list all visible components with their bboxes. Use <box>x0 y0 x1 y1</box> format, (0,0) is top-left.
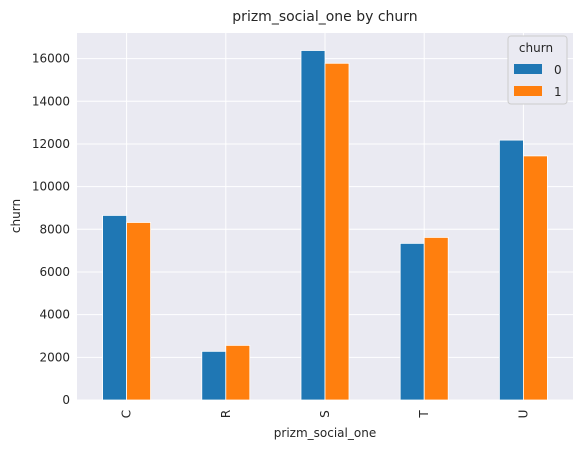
legend-label-1: 1 <box>554 85 562 99</box>
legend-swatch-0 <box>514 64 542 74</box>
bar-T-series-0 <box>399 242 425 401</box>
bar-U-series-0 <box>498 139 524 401</box>
x-tick-label: R <box>219 410 233 418</box>
bar-T-series-1 <box>423 237 449 401</box>
bar-R-series-0 <box>201 350 227 401</box>
y-tick-label: 14000 <box>32 94 70 108</box>
x-tick-label: T <box>417 410 431 419</box>
y-tick-label: 6000 <box>39 265 70 279</box>
bar-C-series-0 <box>102 215 127 401</box>
x-tick-label: S <box>318 410 332 418</box>
y-tick-label: 2000 <box>39 350 70 364</box>
legend-title: churn <box>519 41 553 55</box>
bar-U-series-1 <box>523 155 548 401</box>
y-tick-label: 8000 <box>39 222 70 236</box>
y-tick-label: 16000 <box>32 52 70 66</box>
legend: churn 0 1 <box>507 35 568 105</box>
bar-C-series-1 <box>126 222 151 401</box>
legend-swatch-1 <box>514 86 542 96</box>
x-axis-label: prizm_social_one <box>274 426 376 440</box>
y-tick-label: 0 <box>62 393 70 407</box>
chart-title: prizm_social_one by churn <box>232 9 417 25</box>
bar-S-series-0 <box>300 50 326 401</box>
y-axis-ticks: 0 2000 4000 6000 8000 10000 12000 14000 16000 <box>32 52 70 407</box>
y-tick-label: 12000 <box>32 137 70 151</box>
bar-S-series-1 <box>324 62 350 401</box>
y-tick-label: 4000 <box>39 308 70 322</box>
bars <box>102 50 548 401</box>
legend-label-0: 0 <box>554 63 562 77</box>
x-tick-label: U <box>516 410 530 419</box>
bar-R-series-1 <box>225 344 251 401</box>
x-tick-label: C <box>120 410 134 418</box>
y-tick-label: 10000 <box>32 180 70 194</box>
y-axis-label: churn <box>9 199 23 233</box>
